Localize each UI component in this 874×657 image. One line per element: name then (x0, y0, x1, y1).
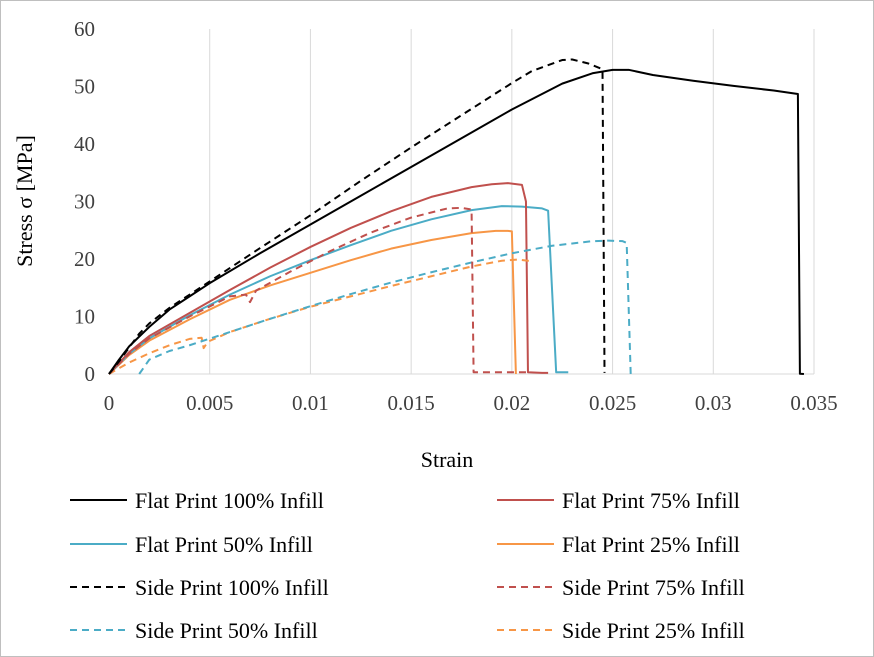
x-tick-label: 0 (104, 391, 115, 415)
x-tick-label: 0.035 (790, 391, 837, 415)
x-tick-label: 0.03 (695, 391, 732, 415)
legend-label-flat-print-75-infill: Flat Print 75% Infill (562, 488, 740, 513)
x-tick-label: 0.025 (589, 391, 636, 415)
y-axis-title: Stress σ [MPa] (12, 135, 37, 267)
x-axis-title: Strain (421, 447, 474, 472)
y-tick-labels: 0 10 20 30 40 50 60 (74, 17, 95, 386)
y-tick-label: 0 (85, 362, 96, 386)
x-tick-label: 0.005 (186, 391, 233, 415)
series-line-flat-print-25-infill (108, 229, 517, 375)
x-tick-label: 0.01 (292, 391, 329, 415)
legend-label-side-print-50-infill: Side Print 50% Infill (135, 618, 318, 643)
legend-label-flat-print-100-infill: Flat Print 100% Infill (135, 488, 324, 513)
y-tick-label: 40 (74, 132, 95, 156)
y-tick-label: 20 (74, 247, 95, 271)
legend-label-side-print-100-infill: Side Print 100% Infill (135, 575, 329, 600)
series-line-side-print-50-infill (138, 239, 632, 375)
x-tick-labels: 0 0.005 0.01 0.015 0.02 0.025 0.03 0.035 (104, 391, 838, 415)
legend-label-flat-print-50-infill: Flat Print 50% Infill (135, 532, 313, 557)
legend-label-side-print-25-infill: Side Print 25% Infill (562, 618, 745, 643)
series-line-side-print-25-infill (108, 258, 533, 375)
series-line-flat-print-100-infill (108, 68, 805, 375)
y-tick-label: 50 (74, 75, 95, 99)
series-line-flat-print-75-infill (108, 182, 549, 375)
series-line-side-print-75-infill (108, 206, 528, 375)
legend-label-side-print-75-infill: Side Print 75% Infill (562, 575, 745, 600)
grid (209, 29, 815, 374)
legend: Flat Print 100% Infill Flat Print 75% Inf… (70, 488, 745, 643)
series-group (108, 58, 805, 375)
y-tick-label: 10 (74, 305, 95, 329)
y-tick-label: 60 (74, 17, 95, 41)
x-tick-label: 0.02 (493, 391, 530, 415)
x-tick-label: 0.015 (388, 391, 435, 415)
series-line-side-print-100-infill (108, 58, 606, 375)
y-tick-label: 30 (74, 190, 95, 214)
legend-label-flat-print-25-infill: Flat Print 25% Infill (562, 532, 740, 557)
